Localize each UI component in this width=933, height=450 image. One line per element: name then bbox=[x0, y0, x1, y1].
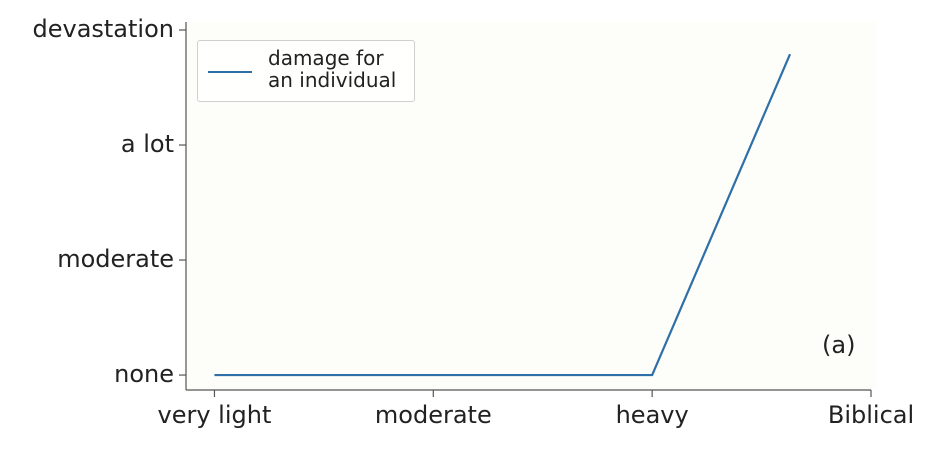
annotation: (a) bbox=[822, 331, 855, 359]
y-tick-label: none bbox=[114, 360, 174, 388]
x-tick-label: heavy bbox=[616, 401, 689, 429]
y-tick-label: devastation bbox=[32, 15, 174, 43]
x-tick-label: very light bbox=[158, 401, 272, 429]
legend-swatch bbox=[208, 71, 252, 73]
y-tick-label: a lot bbox=[121, 130, 174, 158]
x-tick-label: Biblical bbox=[828, 401, 914, 429]
x-tick-label: moderate bbox=[375, 401, 492, 429]
legend: damage for an individual bbox=[197, 40, 415, 102]
series-line bbox=[214, 53, 792, 377]
legend-label: damage for an individual bbox=[268, 46, 397, 92]
y-tick-label: moderate bbox=[57, 245, 174, 273]
